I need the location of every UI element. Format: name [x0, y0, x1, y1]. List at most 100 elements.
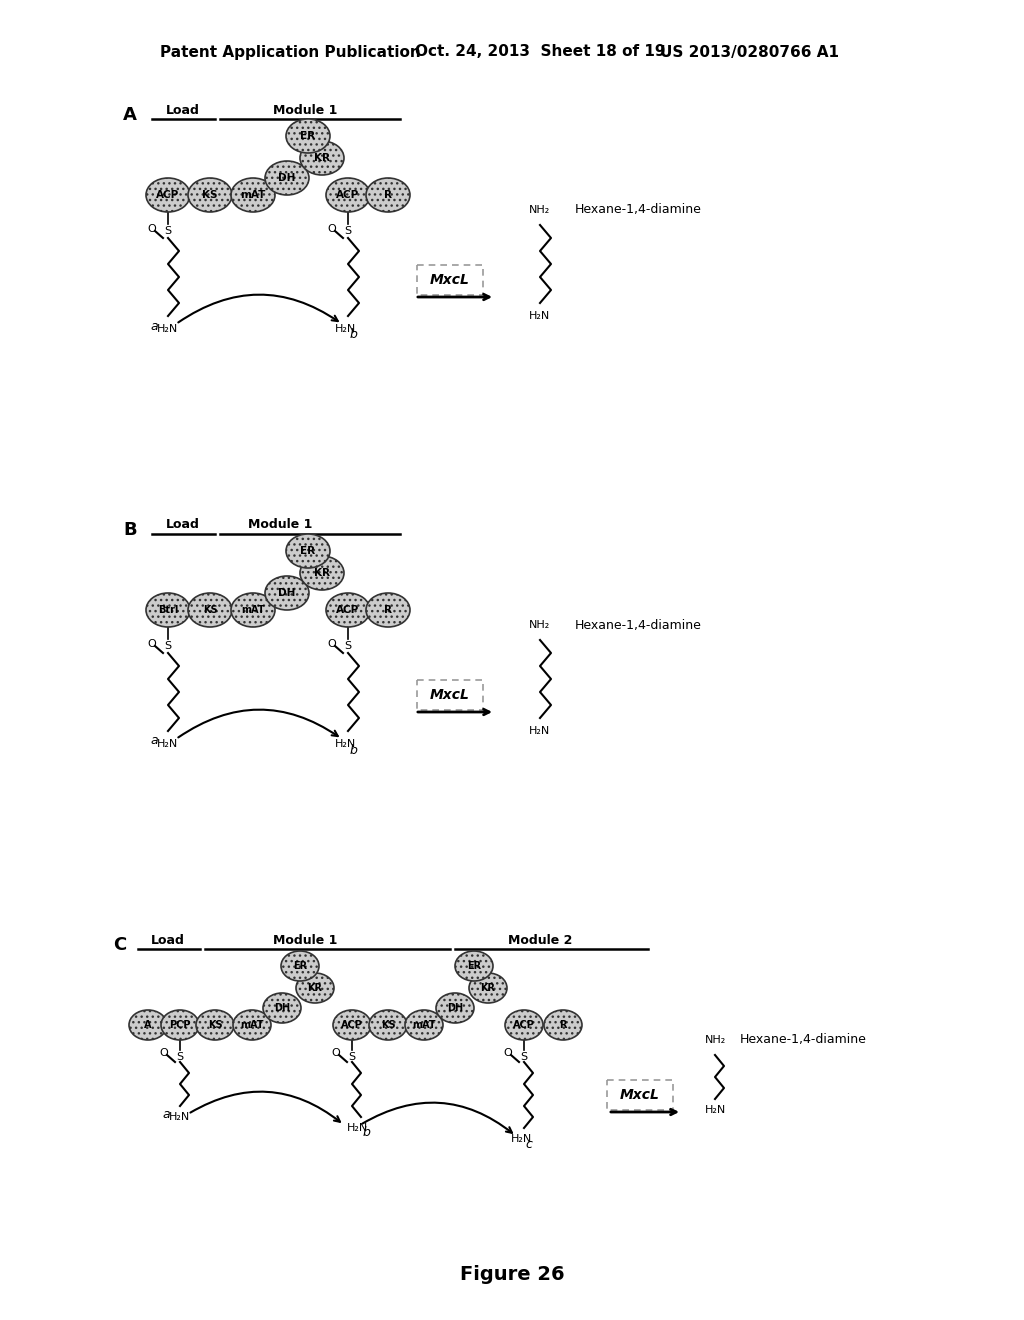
- Text: R: R: [384, 190, 392, 201]
- Text: A: A: [144, 1020, 152, 1030]
- Ellipse shape: [146, 178, 190, 213]
- Ellipse shape: [333, 1010, 371, 1040]
- Text: a: a: [151, 319, 158, 333]
- Ellipse shape: [263, 993, 301, 1023]
- Text: O: O: [328, 224, 336, 234]
- Text: H₂N: H₂N: [335, 323, 355, 334]
- Ellipse shape: [265, 161, 309, 195]
- Text: DH: DH: [279, 587, 296, 598]
- Text: NH₂: NH₂: [705, 1035, 726, 1045]
- Text: Module 1: Module 1: [248, 519, 312, 532]
- Text: O: O: [504, 1048, 512, 1059]
- Ellipse shape: [196, 1010, 234, 1040]
- Text: R: R: [384, 605, 392, 615]
- Text: DH: DH: [446, 1003, 463, 1012]
- Text: ACP: ACP: [336, 190, 359, 201]
- Text: A: A: [123, 106, 137, 124]
- Ellipse shape: [129, 1010, 167, 1040]
- Ellipse shape: [469, 973, 507, 1003]
- Ellipse shape: [146, 593, 190, 627]
- Text: C: C: [114, 936, 127, 954]
- Ellipse shape: [265, 576, 309, 610]
- Text: DH: DH: [279, 173, 296, 183]
- Text: BtrI: BtrI: [158, 605, 178, 615]
- Ellipse shape: [436, 993, 474, 1023]
- Text: Patent Application Publication: Patent Application Publication: [160, 45, 421, 59]
- Text: MxcL: MxcL: [430, 688, 470, 702]
- Text: KS: KS: [203, 190, 218, 201]
- FancyBboxPatch shape: [607, 1080, 673, 1110]
- Text: Module 1: Module 1: [272, 103, 337, 116]
- FancyBboxPatch shape: [417, 680, 483, 710]
- Ellipse shape: [300, 556, 344, 590]
- Text: H₂N: H₂N: [335, 739, 355, 748]
- Text: NH₂: NH₂: [529, 620, 551, 630]
- Text: KR: KR: [480, 983, 496, 993]
- Text: S: S: [348, 1052, 355, 1063]
- Text: O: O: [160, 1048, 168, 1059]
- Text: ER: ER: [467, 961, 481, 972]
- Text: b: b: [349, 743, 357, 756]
- Text: ACP: ACP: [157, 190, 179, 201]
- Text: KR: KR: [314, 153, 330, 162]
- Text: S: S: [344, 226, 351, 236]
- Ellipse shape: [455, 950, 493, 981]
- Ellipse shape: [286, 119, 330, 153]
- Text: Hexane-1,4-diamine: Hexane-1,4-diamine: [575, 203, 701, 216]
- Ellipse shape: [369, 1010, 407, 1040]
- Text: O: O: [147, 224, 157, 234]
- Text: Oct. 24, 2013  Sheet 18 of 19: Oct. 24, 2013 Sheet 18 of 19: [415, 45, 666, 59]
- Text: a: a: [162, 1107, 170, 1121]
- Ellipse shape: [366, 178, 410, 213]
- Ellipse shape: [233, 1010, 271, 1040]
- Text: DH: DH: [274, 1003, 290, 1012]
- Text: B: B: [123, 521, 137, 539]
- Text: O: O: [332, 1048, 340, 1059]
- Text: ACP: ACP: [341, 1020, 362, 1030]
- Text: S: S: [520, 1052, 527, 1063]
- Text: H₂N: H₂N: [169, 1111, 190, 1122]
- Text: ER: ER: [293, 961, 307, 972]
- Text: c: c: [525, 1138, 532, 1151]
- Text: S: S: [344, 642, 351, 651]
- Ellipse shape: [544, 1010, 582, 1040]
- Text: NH₂: NH₂: [529, 205, 551, 215]
- Ellipse shape: [326, 178, 370, 213]
- Text: b: b: [349, 329, 357, 342]
- Ellipse shape: [296, 973, 334, 1003]
- Text: KR: KR: [307, 983, 323, 993]
- Text: O: O: [147, 639, 157, 649]
- Text: Module 2: Module 2: [508, 933, 572, 946]
- Ellipse shape: [406, 1010, 443, 1040]
- Text: Load: Load: [166, 519, 200, 532]
- Text: ER: ER: [300, 546, 315, 556]
- Text: Figure 26: Figure 26: [460, 1266, 564, 1284]
- Ellipse shape: [366, 593, 410, 627]
- Text: US 2013/0280766 A1: US 2013/0280766 A1: [660, 45, 839, 59]
- Text: ACP: ACP: [336, 605, 359, 615]
- Text: KS: KS: [208, 1020, 222, 1030]
- Text: O: O: [328, 639, 336, 649]
- Text: Module 1: Module 1: [272, 933, 337, 946]
- Ellipse shape: [188, 178, 232, 213]
- Text: H₂N: H₂N: [510, 1134, 531, 1144]
- Text: mAT: mAT: [413, 1020, 436, 1030]
- Ellipse shape: [231, 593, 275, 627]
- Text: Load: Load: [166, 103, 200, 116]
- Ellipse shape: [281, 950, 319, 981]
- Text: Hexane-1,4-diamine: Hexane-1,4-diamine: [740, 1034, 867, 1047]
- Text: H₂N: H₂N: [347, 1123, 369, 1133]
- Text: H₂N: H₂N: [705, 1105, 726, 1115]
- Ellipse shape: [286, 535, 330, 568]
- Text: mAT: mAT: [241, 1020, 264, 1030]
- Text: S: S: [165, 642, 172, 651]
- Ellipse shape: [161, 1010, 199, 1040]
- FancyBboxPatch shape: [417, 265, 483, 294]
- Text: H₂N: H₂N: [529, 726, 551, 737]
- Ellipse shape: [188, 593, 232, 627]
- Ellipse shape: [505, 1010, 543, 1040]
- Ellipse shape: [300, 141, 344, 176]
- Text: S: S: [165, 226, 172, 236]
- Text: MxcL: MxcL: [430, 273, 470, 286]
- Text: ACP: ACP: [513, 1020, 535, 1030]
